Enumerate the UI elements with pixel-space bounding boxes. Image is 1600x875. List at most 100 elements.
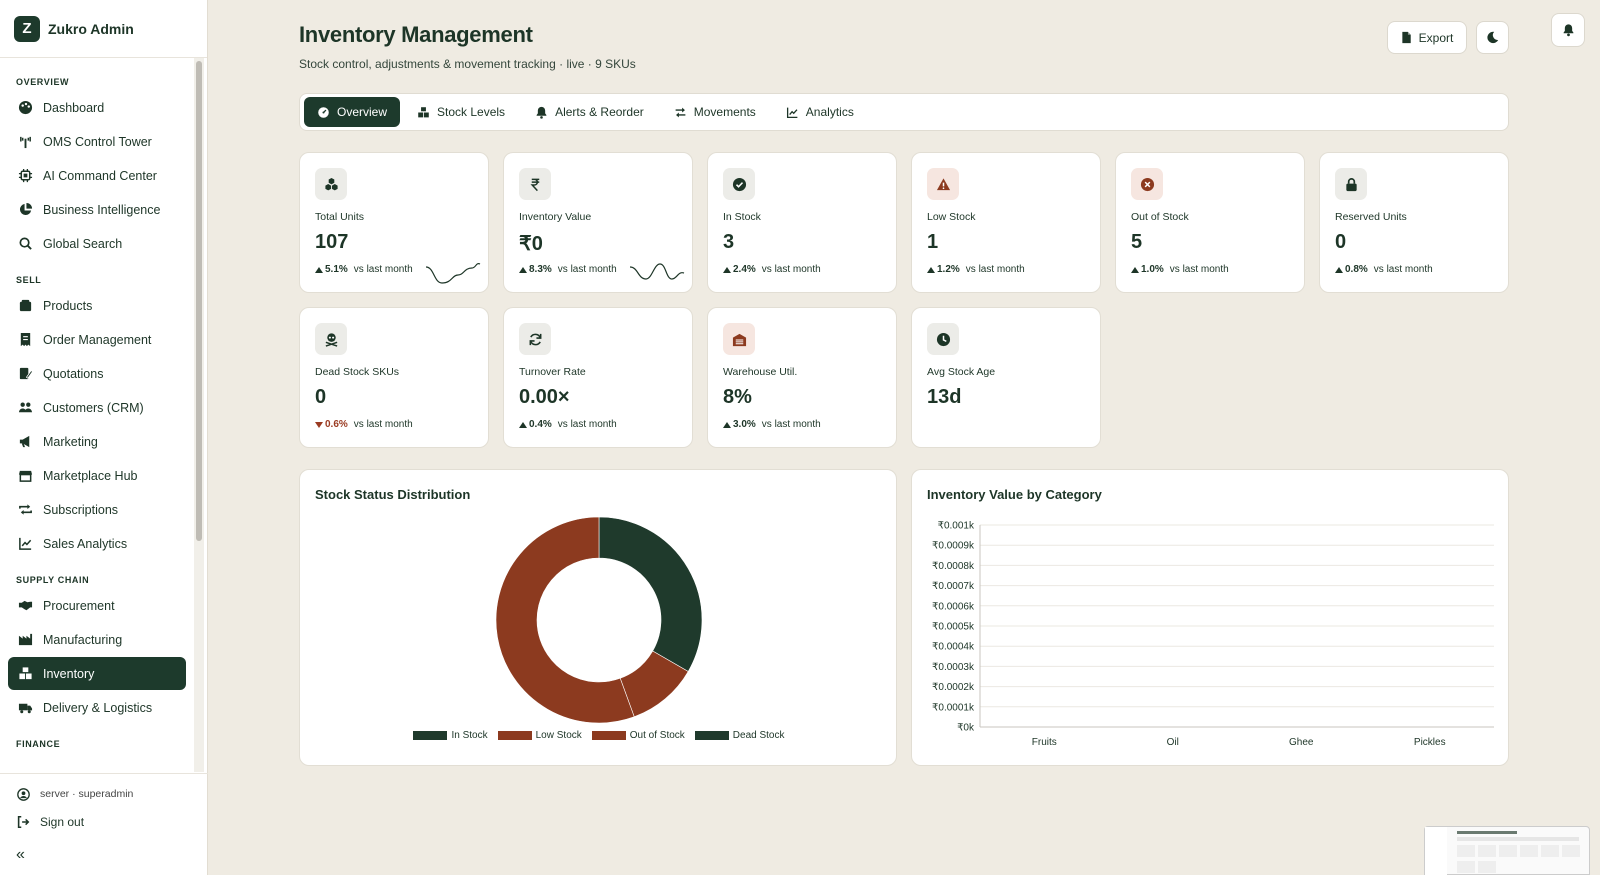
kpi-card-low-stock[interactable]: Low Stock 1 1.2% vs last month <box>911 152 1101 293</box>
sidebar-item-customers-crm[interactable]: Customers (CRM) <box>8 391 186 424</box>
donut-slice-in-stock[interactable] <box>598 516 703 672</box>
kpi-trend: 2.4% vs last month <box>723 264 821 275</box>
y-tick-label: ₹0k <box>957 723 975 734</box>
sidebar-item-oms-control-tower[interactable]: OMS Control Tower <box>8 125 186 158</box>
tab-label: Stock Levels <box>437 105 506 119</box>
kpi-card-warehouse-util[interactable]: Warehouse Util. 8% 3.0% vs last month <box>707 307 897 448</box>
sidebar-scrollbar[interactable] <box>194 58 204 772</box>
kpi-card-turnover-rate[interactable]: Turnover Rate 0.00× 0.4% vs last month <box>503 307 693 448</box>
sidebar-item-label: Products <box>43 298 93 313</box>
sign-out-button[interactable]: Sign out <box>0 808 208 836</box>
kpi-label: Reserved Units <box>1335 211 1407 223</box>
kpi-label: Low Stock <box>927 211 976 223</box>
kpi-card-dead-stock-skus[interactable]: Dead Stock SKUs 0 0.6% vs last month <box>299 307 489 448</box>
kpi-value: ₹0 <box>519 233 543 255</box>
clock-icon <box>927 323 959 355</box>
kpi-trend-vs: vs last month <box>1373 264 1433 275</box>
repeat-icon <box>18 502 33 517</box>
sparkline <box>630 263 685 280</box>
sidebar-item-quotations[interactable]: Quotations <box>8 357 186 390</box>
y-tick-label: ₹0.0007k <box>932 581 975 592</box>
tab-alerts-reorder[interactable]: Alerts & Reorder <box>522 97 657 127</box>
tab-stock-levels[interactable]: Stock Levels <box>404 97 518 127</box>
scroll-thumb[interactable] <box>196 61 202 541</box>
kpi-value: 8% <box>723 386 752 408</box>
sidebar-item-delivery-logistics[interactable]: Delivery & Logistics <box>8 691 186 724</box>
kpi-card-total-units[interactable]: Total Units 107 5.1% vs last month <box>299 152 489 293</box>
kpi-trend-value: 3.0% <box>733 419 756 430</box>
tab-bar: Overview Stock Levels Alerts & Reorder Move… <box>299 93 1509 131</box>
kpi-card-out-of-stock[interactable]: Out of Stock 5 1.0% vs last month <box>1115 152 1305 293</box>
sidebar-item-procurement[interactable]: Procurement <box>8 589 186 622</box>
y-tick-label: ₹0.0002k <box>932 682 975 693</box>
sidebar-item-label: OMS Control Tower <box>43 134 152 149</box>
kpi-label: Total Units <box>315 211 365 223</box>
kpi-label: Warehouse Util. <box>723 366 798 378</box>
kpi-trend-vs: vs last month <box>353 419 413 430</box>
sidebar-item-marketplace-hub[interactable]: Marketplace Hub <box>8 459 186 492</box>
sidebar-item-ai-command-center[interactable]: AI Command Center <box>8 159 186 192</box>
donut-slice-out-of-stock[interactable] <box>495 516 635 724</box>
tab-movements[interactable]: Movements <box>661 97 769 127</box>
y-tick-label: ₹0.0006k <box>932 601 975 612</box>
sidebar-item-dashboard[interactable]: Dashboard <box>8 91 186 124</box>
kpi-trend-value: 0.4% <box>529 419 552 430</box>
minimap-thumbnail[interactable] <box>1424 826 1590 875</box>
legend-swatch <box>694 731 729 740</box>
notification-bell-button[interactable] <box>1551 13 1585 47</box>
bell-icon <box>535 106 548 119</box>
caret-up-icon <box>927 266 935 273</box>
legend-label: Out of Stock <box>629 730 685 741</box>
y-tick-label: ₹0.0005k <box>932 622 975 633</box>
sidebar-item-inventory[interactable]: Inventory <box>8 657 186 690</box>
legend-item[interactable]: In Stock <box>413 730 488 741</box>
sidebar-item-marketing[interactable]: Marketing <box>8 425 186 458</box>
sidebar-item-order-management[interactable]: Order Management <box>8 323 186 356</box>
sidebar-item-label: Global Search <box>43 236 123 251</box>
caret-down-icon <box>315 421 323 428</box>
inventory-value-title: Inventory Value by Category <box>927 487 1102 502</box>
kpi-card-inventory-value[interactable]: Inventory Value ₹0 8.3% vs last month <box>503 152 693 293</box>
file-export-icon <box>1401 31 1413 44</box>
x-tick-label: Oil <box>1167 737 1179 748</box>
arrows-exchange-icon <box>674 106 687 119</box>
cubes-icon <box>315 168 347 200</box>
kpi-card-avg-stock-age[interactable]: Avg Stock Age 13d <box>911 307 1101 448</box>
sidebar-section-title: SELL <box>16 275 42 285</box>
user-circle-icon <box>16 787 30 801</box>
legend-item[interactable]: Low Stock <box>497 730 582 741</box>
x-tick-label: Ghee <box>1289 737 1314 748</box>
sidebar-item-global-search[interactable]: Global Search <box>8 227 186 260</box>
legend-swatch <box>591 731 626 740</box>
legend-label: In Stock <box>451 730 488 741</box>
sidebar-item-manufacturing[interactable]: Manufacturing <box>8 623 186 656</box>
sidebar-item-label: Procurement <box>43 598 115 613</box>
pie-icon <box>18 202 33 217</box>
tab-overview[interactable]: Overview <box>304 97 401 127</box>
sidebar-item-subscriptions[interactable]: Subscriptions <box>8 493 186 526</box>
sidebar-item-business-intelligence[interactable]: Business Intelligence <box>8 193 186 226</box>
kpi-label: Avg Stock Age <box>927 366 996 378</box>
dark-mode-toggle[interactable] <box>1476 21 1509 54</box>
receipt-icon <box>18 332 33 347</box>
sidebar: Z Zukro Admin OVERVIEW Dashboard OMS Contr… <box>0 0 208 875</box>
sign-out-label: Sign out <box>40 815 85 829</box>
kpi-value: 107 <box>315 231 349 253</box>
legend-item[interactable]: Dead Stock <box>694 730 785 741</box>
sign-out-icon <box>16 815 30 829</box>
x-tick-label: Pickles <box>1414 737 1446 748</box>
brand[interactable]: Z Zukro Admin <box>0 0 207 58</box>
collapse-sidebar-icon[interactable]: « <box>16 846 25 863</box>
kpi-card-in-stock[interactable]: In Stock 3 2.4% vs last month <box>707 152 897 293</box>
sidebar-item-sales-analytics[interactable]: Sales Analytics <box>8 527 186 560</box>
tab-analytics[interactable]: Analytics <box>773 97 867 127</box>
legend-item[interactable]: Out of Stock <box>591 730 685 741</box>
sidebar-item-label: Customers (CRM) <box>43 400 144 415</box>
kpi-trend: 5.1% vs last month <box>315 264 413 275</box>
sidebar-item-products[interactable]: Products <box>8 289 186 322</box>
y-tick-label: ₹0.0008k <box>932 561 975 572</box>
export-button[interactable]: Export <box>1387 21 1467 54</box>
kpi-card-reserved-units[interactable]: Reserved Units 0 0.8% vs last month <box>1319 152 1509 293</box>
kpi-trend-vs: vs last month <box>353 264 413 275</box>
bell-icon <box>1562 23 1575 37</box>
